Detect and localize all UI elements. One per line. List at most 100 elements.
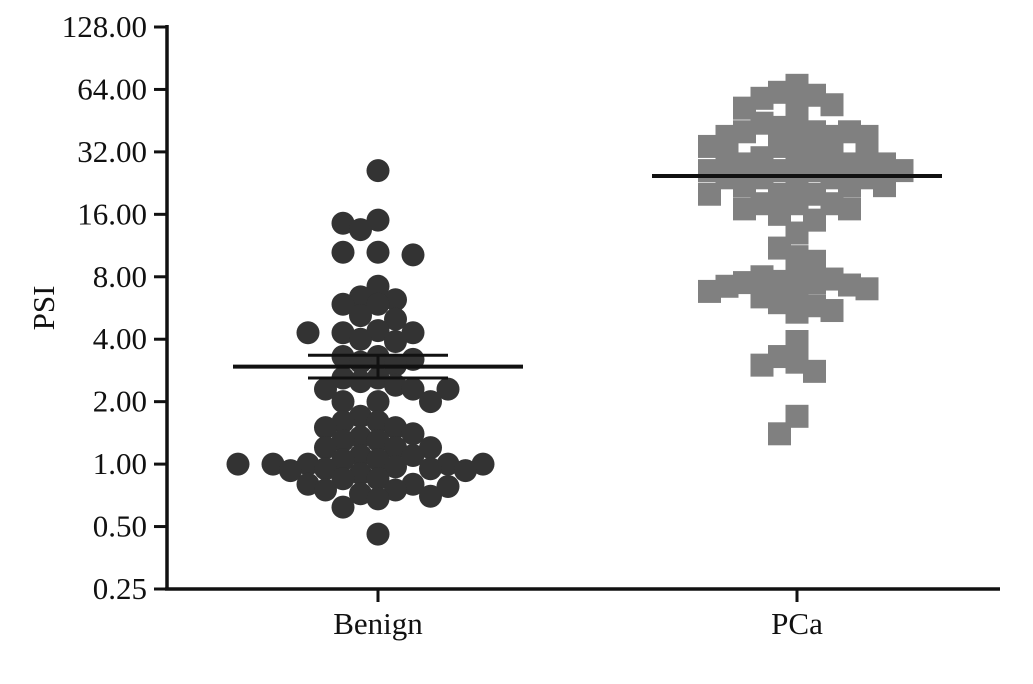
- benign-point: [314, 416, 337, 440]
- pca-point: [785, 282, 809, 306]
- pca-point: [715, 146, 739, 170]
- pca-point: [803, 359, 826, 383]
- pca-point: [733, 96, 756, 120]
- y-tick-label: 8.00: [93, 259, 147, 294]
- pca-point: [768, 345, 791, 369]
- pca-point: [785, 192, 809, 216]
- benign-point: [366, 159, 390, 183]
- pca-point: [838, 120, 861, 144]
- pca-point: [803, 83, 826, 107]
- benign-point: [454, 459, 477, 483]
- pca-point: [785, 129, 809, 153]
- benign-point: [366, 448, 390, 472]
- pca-point: [768, 269, 791, 293]
- benign-point: [331, 240, 355, 264]
- benign-point: [349, 285, 372, 309]
- benign-point: [366, 274, 390, 298]
- pca-point: [838, 273, 861, 297]
- benign-point: [366, 292, 390, 316]
- pca-point: [785, 404, 809, 428]
- benign-point: [349, 444, 372, 468]
- pca-point: [785, 330, 809, 354]
- benign-point: [384, 455, 407, 479]
- benign-point: [331, 495, 355, 519]
- benign-point: [314, 377, 337, 401]
- pca-point: [803, 182, 826, 206]
- pca-point: [698, 134, 721, 158]
- data-points: [226, 73, 914, 546]
- benign-point: [349, 218, 372, 242]
- benign-point: [349, 482, 372, 506]
- benign-point: [401, 377, 425, 401]
- pca-point: [803, 140, 826, 164]
- benign-point: [331, 292, 355, 316]
- benign-point: [296, 472, 320, 496]
- pca-point: [768, 422, 791, 446]
- y-axis-title: PSI: [26, 286, 61, 331]
- benign-point: [401, 472, 425, 496]
- y-tick-label: 4.00: [93, 321, 147, 356]
- benign-point: [384, 330, 407, 354]
- benign-point: [419, 457, 442, 481]
- pca-point: [715, 274, 739, 298]
- benign-point: [349, 462, 372, 486]
- y-tick-label: 64.00: [77, 71, 147, 106]
- benign-point: [384, 307, 407, 331]
- pca-point: [820, 267, 844, 291]
- pca-point: [838, 174, 861, 198]
- pca-point: [733, 174, 756, 198]
- pca-point: [855, 124, 879, 148]
- benign-point: [331, 448, 355, 472]
- benign-point: [436, 474, 460, 498]
- y-tick-label: 128.00: [62, 9, 147, 44]
- benign-point: [401, 444, 425, 468]
- benign-point: [331, 211, 355, 235]
- benign-point: [419, 484, 442, 508]
- y-tick-label: 1.00: [93, 446, 147, 481]
- pca-point: [803, 208, 826, 232]
- pca-point: [838, 197, 861, 221]
- benign-point: [366, 467, 390, 491]
- pca-point: [768, 202, 791, 226]
- pca-point: [785, 264, 809, 288]
- pca-point: [785, 245, 809, 269]
- benign-point: [314, 457, 337, 481]
- pca-point: [733, 197, 756, 221]
- benign-point: [296, 321, 320, 345]
- pca-point: [785, 221, 809, 245]
- pca-point: [733, 152, 756, 176]
- y-tick-label: 2.00: [93, 384, 147, 419]
- benign-point: [366, 522, 390, 546]
- benign-point: [296, 452, 320, 476]
- x-tick-label: Benign: [333, 606, 423, 641]
- pca-point: [838, 152, 861, 176]
- benign-point: [331, 467, 355, 491]
- pca-point: [873, 174, 896, 198]
- benign-point: [436, 452, 460, 476]
- pca-point: [750, 146, 774, 170]
- pca-point: [698, 182, 721, 206]
- pca-point: [715, 124, 739, 148]
- pca-point: [785, 350, 809, 374]
- benign-point: [419, 390, 442, 414]
- pca-point: [820, 192, 844, 216]
- y-tick-label: 32.00: [77, 134, 147, 169]
- pca-point: [750, 353, 774, 377]
- benign-point: [226, 452, 250, 476]
- pca-point: [768, 80, 791, 104]
- pca-point: [785, 111, 809, 135]
- pca-point: [768, 115, 791, 139]
- pca-point: [768, 291, 791, 315]
- benign-point: [366, 410, 390, 434]
- pca-point: [785, 174, 809, 198]
- pca-point: [768, 182, 791, 206]
- benign-point: [401, 243, 425, 267]
- pca-point: [750, 111, 774, 135]
- pca-point: [820, 124, 844, 148]
- benign-point: [366, 240, 390, 264]
- benign-point: [366, 428, 390, 452]
- benign-point: [366, 390, 390, 414]
- y-tick-label: 0.50: [93, 509, 147, 544]
